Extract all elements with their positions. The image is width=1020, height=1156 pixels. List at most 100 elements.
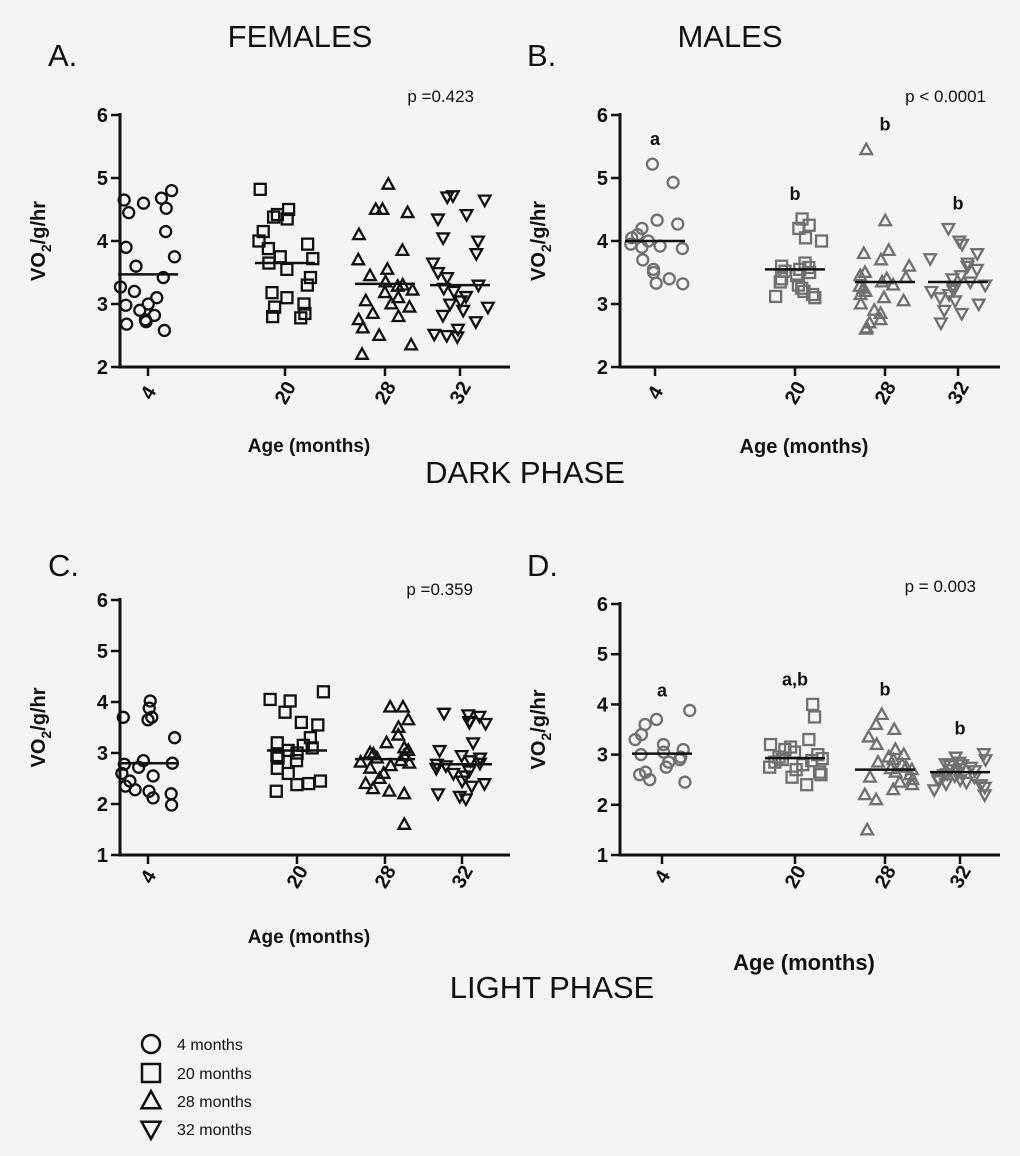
y-tick-label: 6 [97,590,108,612]
y-axis-label: VO2/g/hr [528,201,554,281]
data-point [399,204,416,219]
data-point [435,232,451,247]
data-point [895,292,912,307]
data-point [266,210,281,224]
data-point [127,284,142,299]
data-point [401,298,418,313]
legend-triangle-down-icon [139,1120,163,1142]
phase-title-light: LIGHT PHASE [450,970,654,1005]
significance-letter: b [955,719,966,739]
series-32-months [926,748,994,804]
data-point [142,784,156,798]
data-point [139,314,153,329]
significance-letter: b [790,184,801,204]
data-point [390,719,407,734]
data-point [280,212,294,226]
data-point [354,345,370,360]
data-point [159,201,173,215]
column-title-males: MALES [677,19,782,54]
data-point [122,205,136,220]
data-point [807,710,822,724]
data-point [141,713,155,727]
x-tick-label: 4 [136,382,161,403]
y-tick-label: 6 [97,105,108,127]
data-point [396,815,412,830]
x-tick-label: 28 [371,862,401,892]
y-tick-label: 2 [597,795,608,817]
series-4-months [115,694,182,812]
data-point [252,234,266,248]
data-point [645,157,660,171]
x-tick-label: 32 [944,378,974,408]
data-point [133,303,147,317]
panel-label: B. [527,38,556,73]
legend-label: 20 months [177,1066,252,1083]
data-point [159,224,173,239]
series-32-months [922,222,993,332]
y-tick-label: 4 [97,692,109,714]
data-point [381,782,398,797]
y-tick-label: 1 [97,845,108,867]
data-point [649,276,663,290]
data-point [977,781,993,796]
data-point [476,778,493,793]
y-tick-label: 4 [597,231,609,253]
data-point [390,308,407,323]
data-point [892,773,908,788]
data-point [628,732,642,747]
y-tick-label: 3 [597,294,608,316]
series-28-months [851,141,917,335]
data-point [785,770,799,784]
data-point [442,298,458,313]
data-point [901,257,917,272]
data-point [858,141,874,156]
data-point [462,755,479,770]
data-point [350,251,366,266]
legend-circle-icon [140,1033,162,1055]
data-point [146,769,160,783]
data-point [265,286,279,300]
data-point [814,234,829,248]
data-point [283,694,297,708]
x-tick-label: 20 [781,862,811,892]
data-point [678,775,692,789]
significance-letter: a [650,129,661,149]
data-point [775,752,789,767]
data-point [302,776,316,791]
data-point [468,248,485,263]
data-point [369,749,385,764]
data-point [128,783,142,797]
legend-item: 28 months [139,1088,252,1111]
x-tick-label: 32 [448,862,478,892]
x-tick-label: 4 [650,866,675,887]
y-tick-label: 2 [97,357,108,379]
data-point [470,235,486,250]
data-point [792,221,806,236]
data-point [263,692,277,707]
data-point [300,278,314,292]
panel-b: B. p < 0.0001 2 3 4 5 6 VO2/g/hr 4 20 28 32 Age (mon… [527,38,1000,458]
legend-label: 28 months [177,1094,252,1111]
data-point [856,245,872,260]
data-point [150,291,164,305]
data-point [355,319,371,334]
series-20-months [263,685,331,798]
data-point [808,291,822,305]
data-point [650,213,664,227]
data-point [267,300,282,314]
data-point [132,760,146,774]
data-point [969,263,985,278]
data-point [167,250,182,264]
y-tick-label: 3 [97,294,108,316]
significance-letter: b [953,193,964,213]
data-point [683,703,697,718]
data-point [887,763,904,778]
significance-letter: b [880,115,891,135]
p-value-label: p =0.359 [406,580,473,599]
series-28-months [350,175,421,360]
data-point [805,287,820,302]
data-point [862,768,878,783]
x-tick-label: 28 [371,378,401,408]
data-point [290,777,304,792]
data-point [430,213,446,228]
